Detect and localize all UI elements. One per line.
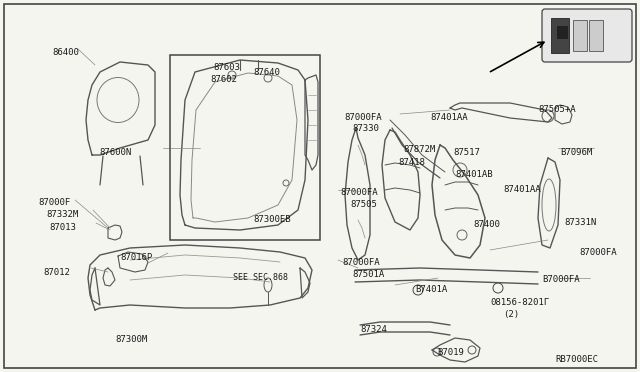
Text: 87330: 87330 [352,124,379,133]
Text: 87600N: 87600N [99,148,131,157]
Text: SEE SEC.868: SEE SEC.868 [233,273,288,282]
Text: 08156-8201Г: 08156-8201Г [490,298,549,307]
Text: 87401AA: 87401AA [430,113,468,122]
Text: 86400: 86400 [52,48,79,57]
Bar [551,18,569,53]
Text: 87300M: 87300M [115,335,147,344]
Bar [170,55,320,240]
Text: B7019: B7019 [437,348,464,357]
Text: 87000FA: 87000FA [344,113,381,122]
Text: 87000F: 87000F [38,198,70,207]
Text: 87501A: 87501A [352,270,384,279]
Text: 87331N: 87331N [564,218,596,227]
Text: (2): (2) [503,310,519,319]
Text: B7401A: B7401A [415,285,447,294]
Text: 87401AA: 87401AA [503,185,541,194]
Text: 87400: 87400 [473,220,500,229]
Text: 87872M: 87872M [403,145,435,154]
Text: B7000FA: B7000FA [542,275,580,284]
Text: 87000FA: 87000FA [579,248,616,257]
FancyBboxPatch shape [542,9,632,62]
Text: B7096M: B7096M [560,148,592,157]
Text: 87401AB: 87401AB [455,170,493,179]
Text: 87016P: 87016P [120,253,152,262]
Text: 87332M: 87332M [46,210,78,219]
Text: 87505+A: 87505+A [538,105,575,114]
Text: 87418: 87418 [398,158,425,167]
Text: 87013: 87013 [49,223,76,232]
Bar [589,20,603,51]
Text: 87640: 87640 [253,68,280,77]
Text: 87300EB: 87300EB [253,215,291,224]
Bar [557,26,567,38]
Text: 87602: 87602 [210,75,237,84]
Text: 87000FA: 87000FA [340,188,378,197]
Text: 87000FA: 87000FA [342,258,380,267]
Text: 87517: 87517 [453,148,480,157]
Text: RB7000EC: RB7000EC [555,355,598,364]
Text: 87012: 87012 [43,268,70,277]
Text: 87603: 87603 [213,63,240,72]
Bar [573,20,587,51]
Text: 87505: 87505 [350,200,377,209]
Text: 87324: 87324 [360,325,387,334]
